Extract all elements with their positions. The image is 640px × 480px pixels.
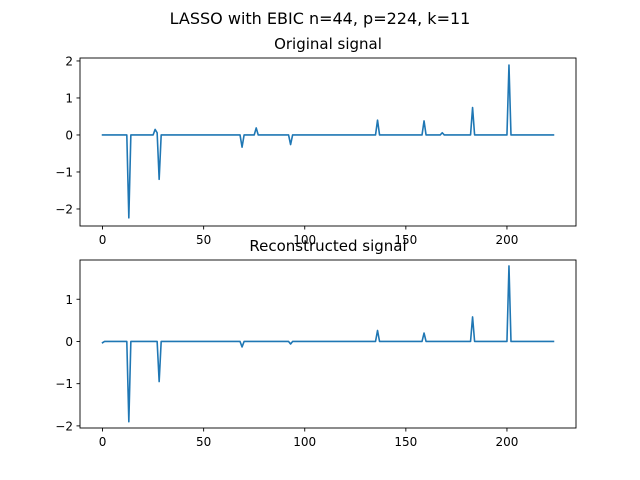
reconstructed-xtick-label: 0 (99, 435, 107, 449)
original-signal-axes-frame (79, 57, 577, 227)
subplot-original-signal: Original signal 0 50 100 150 200 −2 −1 0 1 2 (55, 35, 577, 247)
original-signal-marks: 0 50 100 150 200 −2 −1 0 1 2 (55, 54, 555, 247)
original-signal-line (101, 64, 555, 219)
original-xtick-label: 150 (394, 233, 417, 247)
original-ytick-label: 2 (65, 54, 73, 68)
reconstructed-xtick-label: 50 (196, 435, 211, 449)
reconstructed-signal-line (101, 265, 555, 423)
subplot-title-reconstructed: Reconstructed signal (249, 237, 406, 255)
original-xtick-label: 200 (495, 233, 518, 247)
subplot-reconstructed-signal: Reconstructed signal 0 50 100 150 200 −2 −1 0 1 (55, 237, 577, 449)
original-ytick-label: −2 (55, 202, 73, 216)
reconstructed-ytick-label: −2 (55, 419, 73, 433)
original-ytick-label: 0 (65, 128, 73, 142)
subplot-title-original: Original signal (274, 35, 382, 53)
reconstructed-ytick-label: 0 (65, 335, 73, 349)
reconstructed-ytick-label: 1 (65, 293, 73, 307)
original-xtick-label: 50 (196, 233, 211, 247)
reconstructed-signal-axes-frame (79, 259, 577, 429)
reconstructed-xtick-label: 150 (394, 435, 417, 449)
reconstructed-xtick-label: 100 (293, 435, 316, 449)
reconstructed-xtick-label: 200 (495, 435, 518, 449)
original-xtick-label: 0 (99, 233, 107, 247)
reconstructed-ytick-label: −1 (55, 377, 73, 391)
original-ytick-label: 1 (65, 91, 73, 105)
reconstructed-signal-marks: 0 50 100 150 200 −2 −1 0 1 (55, 265, 555, 449)
original-ytick-label: −1 (55, 165, 73, 179)
figure-suptitle: LASSO with EBIC n=44, p=224, k=11 (170, 9, 471, 28)
original-xtick-label: 100 (293, 233, 316, 247)
